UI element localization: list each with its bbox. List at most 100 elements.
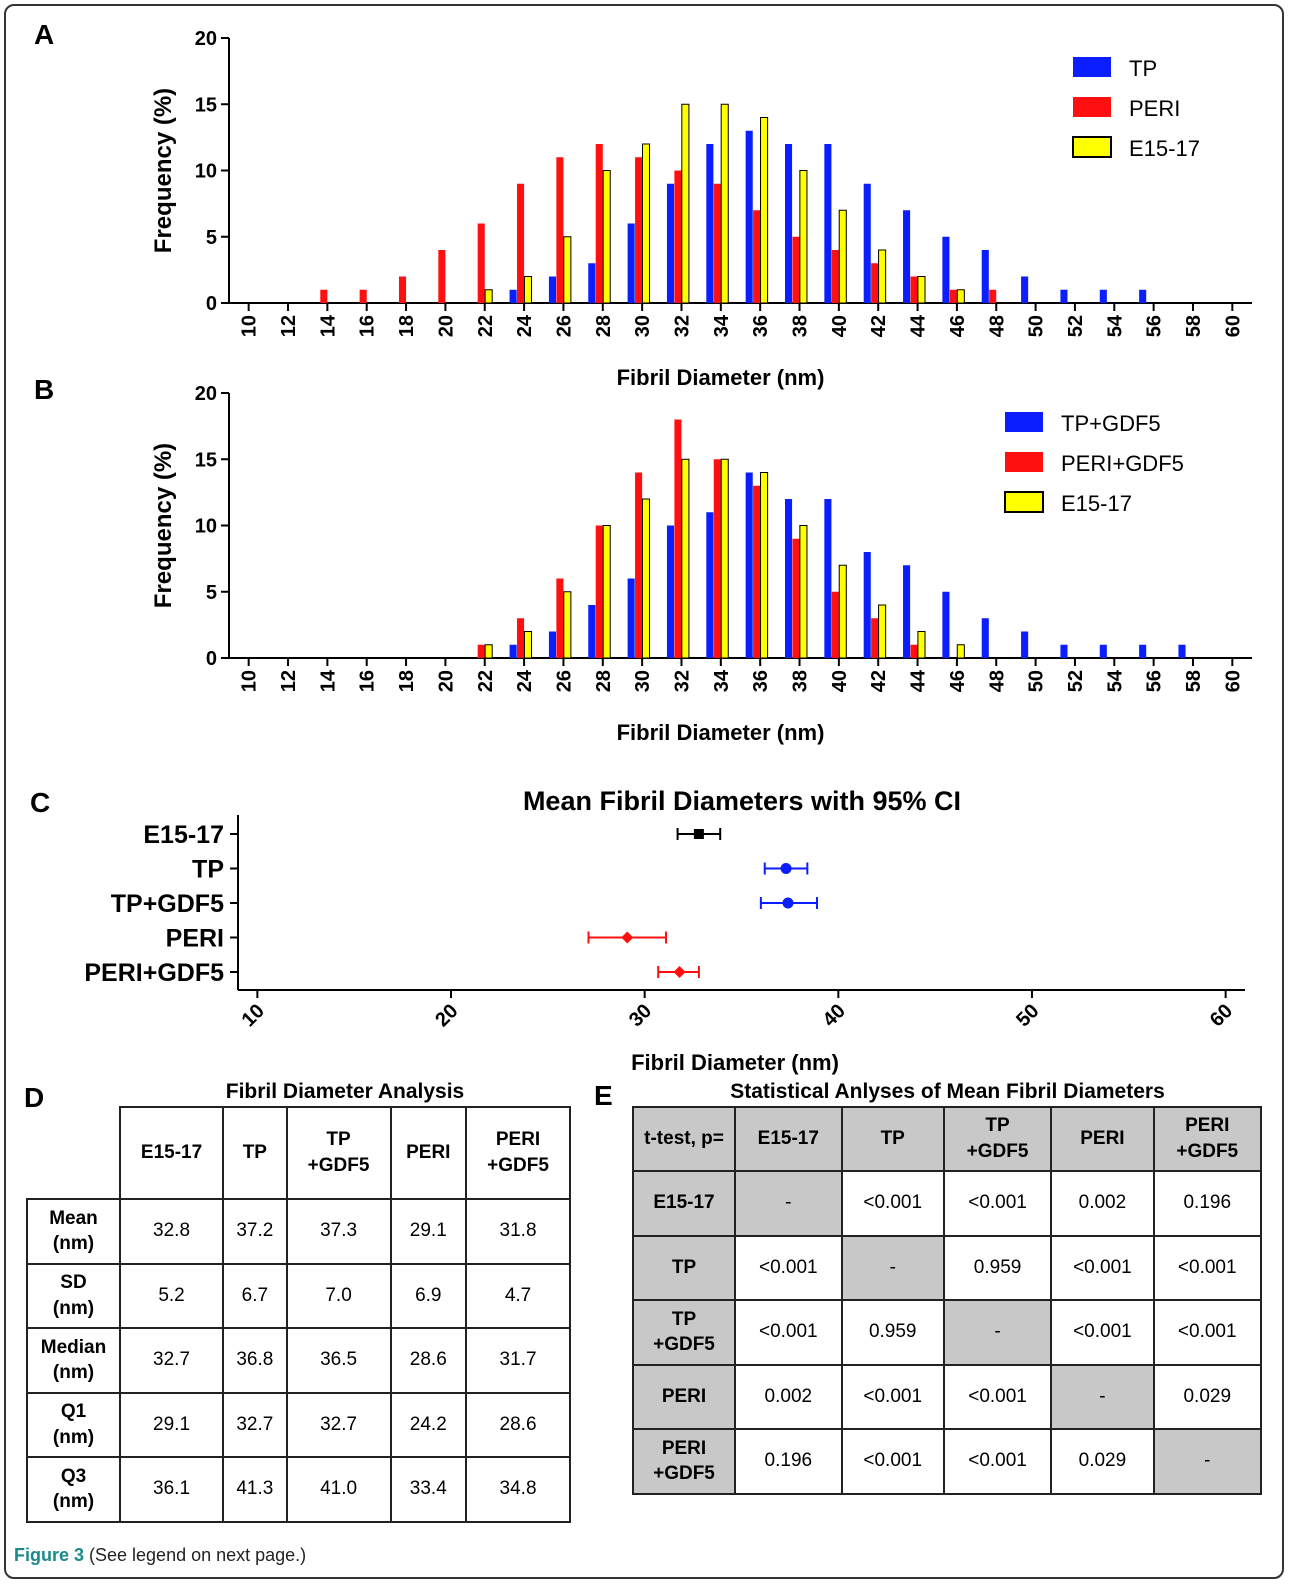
bar-b-tp-gdf5 xyxy=(981,618,989,658)
bar-a-peri xyxy=(398,276,407,303)
x-tick-label-c: 40 xyxy=(819,1000,850,1031)
bar-a-peri xyxy=(320,289,328,303)
table-e-title: Statistical Anlyses of Mean Fibril Diame… xyxy=(730,1080,1165,1103)
x-tick-label-a: 38 xyxy=(790,315,812,337)
x-tick-label-c: 50 xyxy=(1012,1000,1043,1031)
y-tick-label-a: 15 xyxy=(195,94,217,116)
table-cell: 0.002 xyxy=(1050,1170,1155,1237)
table-row: Mean (nm) 32.8 37.2 37.3 29.1 31.8 xyxy=(26,1198,571,1265)
x-tick-label-a: 28 xyxy=(593,315,615,337)
bar-b-e15-17 xyxy=(484,644,493,659)
table-row: E15-17- <0.001 <0.001 0.002 0.196 xyxy=(632,1170,1262,1237)
x-tick-label-b: 42 xyxy=(868,670,890,692)
bar-a-tp xyxy=(903,210,911,303)
row-header: Mean (nm) xyxy=(26,1198,121,1265)
x-tick-label-b: 52 xyxy=(1065,670,1087,692)
bar-b-e15-17 xyxy=(799,525,808,659)
x-tick-label-a: 46 xyxy=(947,315,969,337)
bar-b-tp-gdf5 xyxy=(1178,644,1186,658)
x-tick-label-a: 58 xyxy=(1183,315,1205,337)
table-cell: <0.001 xyxy=(840,1363,945,1430)
legend-swatch-b-peri-gdf5 xyxy=(1005,452,1043,472)
bar-b-tp-gdf5 xyxy=(1021,631,1029,658)
x-tick-label-b: 54 xyxy=(1104,669,1126,692)
bar-a-peri xyxy=(359,289,367,303)
panel-label-d: D xyxy=(24,1082,45,1113)
table-cell: 0.029 xyxy=(1152,1363,1262,1430)
bar-a-e15-17 xyxy=(563,236,572,304)
bar-a-peri xyxy=(635,157,643,303)
bar-a-tp xyxy=(1139,289,1147,303)
bar-a-peri xyxy=(438,250,446,303)
x-tick-label-b: 32 xyxy=(671,670,693,692)
bar-a-e15-17 xyxy=(838,209,847,304)
table-cell: <0.001 xyxy=(734,1299,843,1366)
bar-b-peri-gdf5 xyxy=(831,591,839,658)
y-tick-label-b: 10 xyxy=(195,516,217,538)
bar-a-peri xyxy=(595,144,603,303)
column-header: TP xyxy=(840,1106,945,1172)
x-tick-label-a: 24 xyxy=(514,314,536,337)
table-cell: 32.7 xyxy=(118,1327,225,1394)
y-tick-label-a: 5 xyxy=(206,227,217,249)
table-cell: 41.3 xyxy=(222,1456,288,1523)
bar-b-e15-17 xyxy=(878,604,887,659)
x-tick-label-b: 58 xyxy=(1183,670,1205,692)
x-axis-title-b: Fibril Diameter (nm) xyxy=(617,720,825,745)
bar-b-tp-gdf5 xyxy=(903,565,911,658)
column-header: TP +GDF5 xyxy=(285,1106,392,1200)
bar-a-tp xyxy=(863,183,871,303)
panel-label-c: C xyxy=(30,787,50,818)
bar-a-e15-17 xyxy=(956,289,965,304)
bar-a-tp xyxy=(942,236,950,303)
legend-swatch-a-peri xyxy=(1073,97,1111,117)
row-header: TP xyxy=(632,1234,736,1301)
column-header: E15-17 xyxy=(734,1106,843,1172)
x-tick-label-a: 12 xyxy=(278,315,300,337)
row-header: Q1 (nm) xyxy=(26,1391,121,1458)
y-category-label-peri-gdf5: PERI+GDF5 xyxy=(84,959,224,987)
x-tick-label-a: 44 xyxy=(908,314,930,337)
table-row: Q3 (nm) 36.1 41.3 41.0 33.4 34.8 xyxy=(26,1456,571,1523)
bar-a-peri xyxy=(753,210,761,303)
row-header: TP +GDF5 xyxy=(632,1299,736,1366)
table-cell: 0.029 xyxy=(1050,1428,1155,1495)
table-cell: - xyxy=(1152,1428,1262,1495)
x-tick-label-b: 22 xyxy=(475,670,497,692)
y-tick-label-a: 20 xyxy=(195,28,217,50)
mean-marker-tp-gdf5 xyxy=(782,897,794,909)
table-cell: 33.4 xyxy=(389,1456,468,1523)
table-cell: 32.7 xyxy=(222,1391,288,1458)
table-header-row: t-test, p= E15-17 TP TP +GDF5 PERI PERI +GDF5 xyxy=(632,1106,1262,1172)
y-tick-label-b: 15 xyxy=(195,449,217,471)
x-tick-label-a: 10 xyxy=(239,315,261,337)
bar-b-tp-gdf5 xyxy=(548,631,557,658)
y-axis-title-b: Frequency (%) xyxy=(150,443,177,608)
bar-a-e15-17 xyxy=(917,276,926,304)
column-header: PERI +GDF5 xyxy=(465,1106,571,1200)
table-cell: 36.1 xyxy=(118,1456,225,1523)
table-cell: 29.1 xyxy=(389,1198,468,1265)
x-tick-label-c: 20 xyxy=(431,1000,462,1031)
x-tick-label-a: 16 xyxy=(357,315,379,337)
bar-a-e15-17 xyxy=(641,143,651,304)
table-cell: 7.0 xyxy=(285,1262,392,1329)
x-tick-label-b: 46 xyxy=(947,670,969,692)
column-header: PERI +GDF5 xyxy=(1152,1106,1262,1172)
mean-marker-peri xyxy=(621,931,634,944)
legend-label-a-tp: TP xyxy=(1129,56,1157,81)
row-header: Q3 (nm) xyxy=(26,1456,121,1523)
legend-label-b-tp-gdf5: TP+GDF5 xyxy=(1061,411,1161,436)
x-tick-label-b: 36 xyxy=(750,670,772,692)
x-tick-label-a: 54 xyxy=(1104,314,1126,337)
table-cell: 0.196 xyxy=(734,1428,843,1495)
x-tick-label-b: 10 xyxy=(239,670,261,692)
x-tick-label-b: 48 xyxy=(986,670,1008,692)
table-cell: <0.001 xyxy=(734,1234,843,1301)
x-tick-label-a: 20 xyxy=(435,315,457,337)
bar-b-peri-gdf5 xyxy=(792,538,800,658)
bar-b-peri-gdf5 xyxy=(477,644,485,658)
x-tick-label-b: 14 xyxy=(317,669,339,692)
y-tick-label-b: 20 xyxy=(195,383,217,405)
x-tick-label-a: 36 xyxy=(750,315,772,337)
